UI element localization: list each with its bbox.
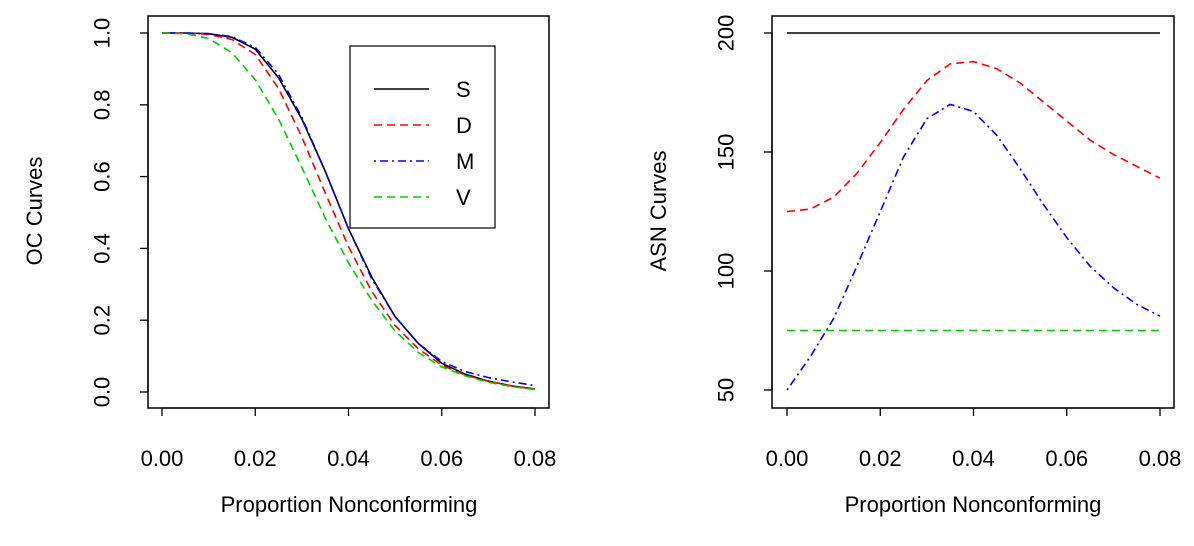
asn-y-tick-label: 200 <box>714 15 739 52</box>
asn-y-tick-label: 100 <box>714 253 739 290</box>
oc-curves-panel: 0.00 0.02 0.04 0.06 0.08 0.00.20.40.60.81.0 … <box>22 15 557 517</box>
oc-y-tick-label: 0.2 <box>90 305 115 336</box>
asn-series-line-d <box>786 60 1161 213</box>
asn-x-tick-label: 0.00 <box>766 446 809 471</box>
oc-x-tick-label: 0.04 <box>327 446 370 471</box>
oc-x-tick-label: 0.02 <box>234 446 277 471</box>
oc-x-tick-label: 0.06 <box>420 446 463 471</box>
oc-y-axis-title: OC Curves <box>22 157 47 266</box>
asn-x-tick-label: 0.02 <box>859 446 902 471</box>
oc-y-tick-label: 0.6 <box>90 161 115 192</box>
oc-y-axis: 0.0 0.2 0.4 0.6 0.8 1.0 <box>90 18 149 408</box>
oc-y-tick-label: 0.8 <box>90 90 115 121</box>
oc-x-tick-label: 0.00 <box>141 446 184 471</box>
oc-x-axis-title: Proportion Nonconforming <box>221 492 478 517</box>
asn-y-tick-label: 150 <box>714 134 739 171</box>
oc-x-axis: 0.00 0.02 0.04 0.06 0.08 <box>141 407 557 471</box>
oc-series-line-d <box>162 32 536 390</box>
asn-y-tick-label: 50 <box>714 378 739 402</box>
oc-series-layer <box>161 32 536 391</box>
oc-series-line-m <box>162 32 536 387</box>
asn-x-tick-label: 0.08 <box>1139 446 1182 471</box>
oc-y-tick-label: 1.0 <box>90 18 115 49</box>
asn-y-axis: 50 100 150 200 <box>714 15 773 402</box>
asn-x-tick-label: 0.04 <box>952 446 995 471</box>
legend-label-v: V <box>456 185 471 210</box>
oc-series-line-v <box>161 32 536 391</box>
asn-x-tick-label: 0.06 <box>1045 446 1088 471</box>
oc-y-tick-label: 0.0 <box>90 377 115 408</box>
asn-y-axis-title: ASN Curves <box>646 150 671 271</box>
oc-legend-box <box>349 45 496 229</box>
legend-label-d: D <box>456 113 472 138</box>
asn-series-line-m <box>786 103 1161 391</box>
asn-x-axis: 0.00 0.02 0.04 0.06 0.08 <box>766 407 1182 471</box>
legend-label-s: S <box>456 77 471 102</box>
oc-x-tick-label: 0.08 <box>514 446 557 471</box>
asn-x-axis-title: Proportion Nonconforming <box>845 492 1102 517</box>
asn-series-layer <box>786 32 1161 391</box>
asn-curves-panel: 0.00 0.02 0.04 0.06 0.08 50 100 150 200 Proport… <box>646 15 1181 517</box>
legend-label-m: M <box>456 149 474 174</box>
oc-y-tick-label: 0.4 <box>90 233 115 264</box>
asn-plot-frame <box>771 15 1175 409</box>
